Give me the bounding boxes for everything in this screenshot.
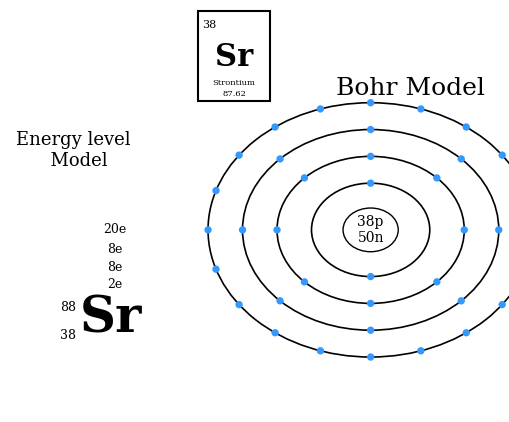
Point [204, 227, 212, 233]
Point [366, 126, 374, 133]
Text: 8e: 8e [106, 243, 122, 256]
Point [212, 266, 220, 273]
Text: 38p
50n: 38p 50n [357, 215, 383, 245]
Point [461, 330, 469, 336]
Point [275, 156, 284, 162]
Point [366, 300, 374, 307]
Text: 88: 88 [60, 301, 76, 314]
Point [432, 279, 440, 285]
Point [494, 227, 502, 233]
Point [238, 227, 246, 233]
Text: 87.62: 87.62 [222, 90, 246, 98]
Point [272, 227, 280, 233]
Text: 38: 38 [60, 329, 76, 342]
Point [270, 330, 278, 336]
Point [366, 99, 374, 106]
Point [432, 175, 440, 181]
Point [300, 279, 308, 285]
Point [456, 156, 464, 162]
Bar [198, 11, 270, 101]
Point [270, 124, 278, 130]
Ellipse shape [343, 208, 398, 252]
Point [275, 298, 284, 304]
Point [212, 187, 220, 194]
Point [235, 301, 243, 308]
Point [459, 227, 467, 233]
Text: Energy level
  Model: Energy level Model [16, 131, 130, 170]
Point [416, 106, 424, 112]
Text: 20e: 20e [103, 223, 126, 236]
Point [235, 152, 243, 159]
Point [366, 180, 374, 187]
Point [300, 175, 308, 181]
Point [366, 327, 374, 333]
Text: Sr: Sr [80, 295, 142, 344]
Point [416, 347, 424, 354]
Point [316, 347, 324, 354]
Text: Sr: Sr [215, 41, 253, 73]
Point [366, 273, 374, 280]
Text: Strontium: Strontium [212, 79, 255, 87]
Point [316, 106, 324, 112]
Point [366, 153, 374, 160]
Point [366, 354, 374, 360]
Point [497, 301, 505, 308]
Text: 2e: 2e [106, 278, 122, 291]
Point [461, 124, 469, 130]
Text: Bohr Model: Bohr Model [335, 77, 484, 100]
Point [456, 298, 464, 304]
Point [497, 152, 505, 159]
Text: 38: 38 [202, 20, 216, 30]
Text: 8e: 8e [106, 261, 122, 274]
